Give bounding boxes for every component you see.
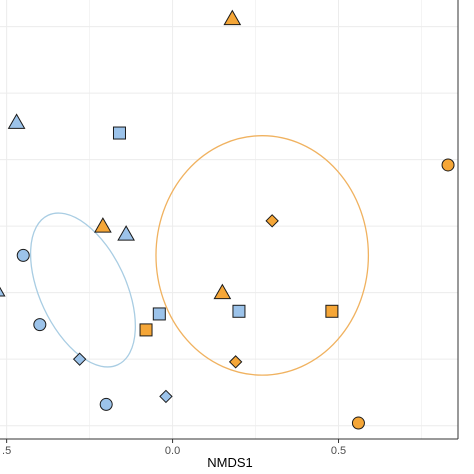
blue-group-ellipse [29, 212, 137, 368]
x-tick-label: .5 [2, 445, 11, 457]
grid-lines [0, 0, 458, 439]
orange-circle-point [441, 158, 455, 172]
data-points [0, 9, 455, 430]
orange-triangle-point [223, 9, 242, 26]
orange-diamond-point [265, 214, 279, 228]
blue-triangle-point [117, 225, 135, 241]
orange-triangle-point [94, 217, 112, 233]
blue-diamond-point [72, 352, 87, 366]
blue-circle-point [99, 397, 113, 411]
orange-square-point [139, 323, 153, 337]
orange-circle-point [351, 416, 365, 430]
blue-triangle-point [0, 286, 6, 297]
x-axis-title: NMDS1 [207, 455, 253, 470]
orange-group-ellipse [155, 135, 370, 376]
x-tick-label: 0.0 [165, 445, 180, 457]
blue-square-point [232, 304, 246, 318]
blue-square-point [152, 307, 166, 321]
blue-circle-point [33, 318, 47, 332]
x-tick-label: 0.5 [331, 445, 346, 457]
group-ellipses [29, 135, 370, 376]
plot-frame [0, 0, 459, 440]
blue-triangle-point [7, 113, 26, 129]
x-axis-ticks: .5 0.0 0.5 [2, 439, 346, 457]
orange-diamond-point [228, 355, 243, 369]
blue-diamond-point [159, 389, 173, 404]
orange-square-point [325, 304, 339, 318]
orange-triangle-point [213, 283, 232, 300]
blue-square-point [112, 126, 126, 140]
blue-circle-point [16, 248, 30, 262]
